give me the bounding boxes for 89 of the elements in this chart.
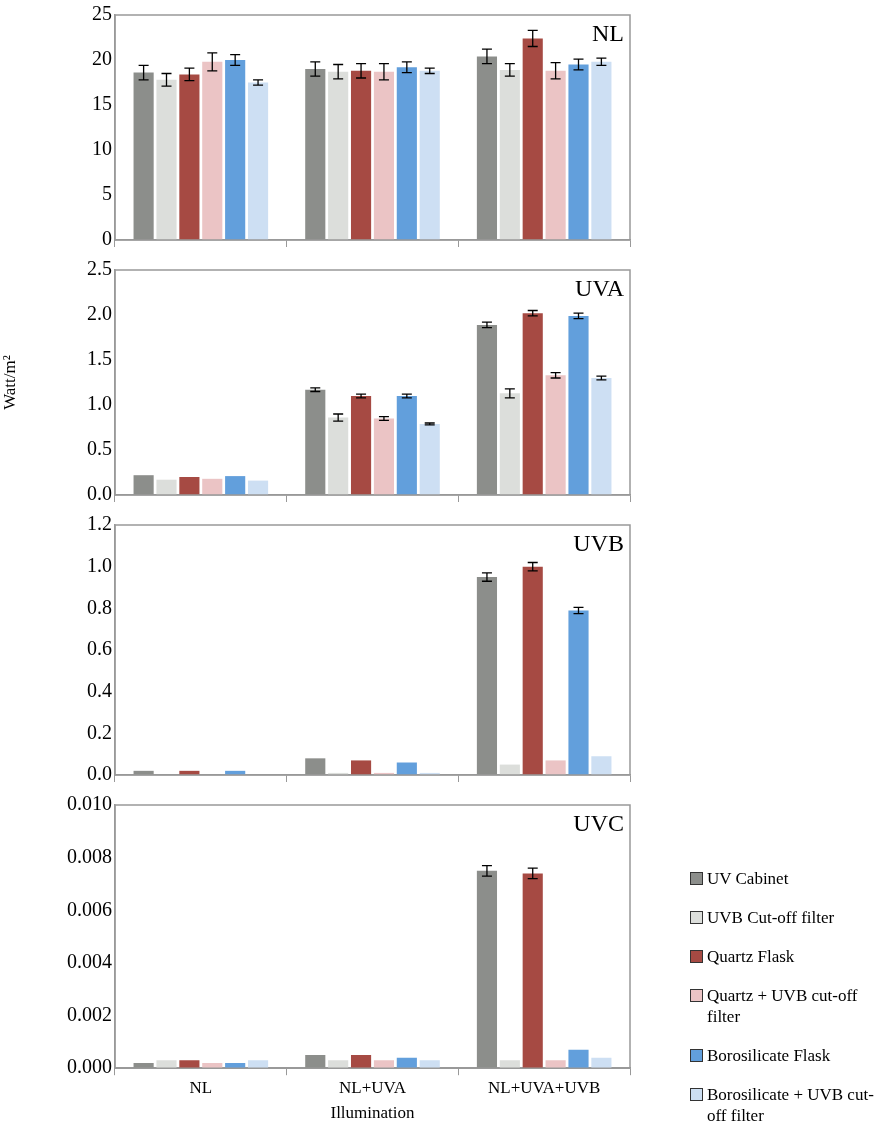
bar bbox=[499, 69, 520, 240]
bar bbox=[522, 873, 543, 1069]
bar bbox=[545, 70, 566, 240]
bar bbox=[476, 324, 498, 495]
bar bbox=[156, 79, 177, 240]
bar bbox=[568, 315, 589, 495]
bar bbox=[419, 423, 440, 495]
legend-label: Borosilicate Flask bbox=[707, 1045, 831, 1066]
bar bbox=[202, 61, 223, 240]
bar bbox=[179, 477, 200, 495]
bar bbox=[328, 71, 349, 240]
bar bbox=[568, 610, 589, 775]
y-tick-label: 2.0 bbox=[87, 302, 112, 325]
bar bbox=[328, 417, 349, 495]
x-tick-label: NL bbox=[189, 1077, 213, 1097]
y-tick-label: 0.2 bbox=[87, 720, 112, 743]
y-tick-label: 20 bbox=[92, 47, 112, 70]
y-tick-label: 0.006 bbox=[67, 897, 112, 920]
bar bbox=[133, 72, 154, 240]
bar bbox=[522, 38, 543, 240]
y-tick-label: 0.010 bbox=[67, 792, 112, 815]
bar bbox=[373, 418, 395, 495]
bar bbox=[545, 375, 566, 495]
y-tick-label: 2.5 bbox=[87, 257, 112, 280]
legend-label: UVB Cut-off filter bbox=[707, 907, 835, 928]
bar bbox=[568, 1049, 589, 1069]
y-tick-label: 0.4 bbox=[87, 678, 112, 701]
legend-label: UV Cabinet bbox=[707, 868, 789, 889]
bar bbox=[591, 61, 612, 240]
bar bbox=[591, 378, 612, 495]
legend-label: Borosilicate + UVB cut-off filter bbox=[707, 1084, 875, 1126]
bar bbox=[591, 756, 612, 775]
y-tick-label: 0.002 bbox=[67, 1002, 112, 1025]
x-axis-title: Illumination bbox=[330, 1103, 416, 1123]
bar bbox=[133, 475, 154, 495]
y-tick-label: 1.0 bbox=[87, 553, 112, 576]
bar bbox=[225, 476, 246, 495]
bar bbox=[247, 480, 269, 495]
bar bbox=[156, 1060, 177, 1069]
bar bbox=[156, 479, 177, 495]
legend-label: Quartz Flask bbox=[707, 946, 795, 967]
bar bbox=[373, 71, 395, 240]
bar bbox=[476, 56, 498, 240]
bar bbox=[350, 760, 372, 775]
bar bbox=[350, 1055, 372, 1069]
y-tick-label: 1.2 bbox=[87, 512, 112, 535]
bar bbox=[225, 60, 246, 240]
y-tick-label: 0.8 bbox=[87, 595, 112, 618]
legend-label: Quartz + UVB cut-off filter bbox=[707, 985, 859, 1027]
bar bbox=[522, 566, 543, 775]
y-tick-label: 0.008 bbox=[67, 844, 112, 867]
y-tick-label: 10 bbox=[92, 137, 112, 160]
chart-title: UVB bbox=[573, 530, 624, 557]
bar bbox=[499, 393, 520, 495]
y-tick-label: 0.6 bbox=[87, 637, 112, 660]
chart-title: UVC bbox=[573, 810, 624, 837]
bar bbox=[476, 870, 498, 1069]
x-tick-label: NL+UVA+UVB bbox=[487, 1077, 601, 1097]
bar bbox=[350, 396, 372, 495]
y-tick-label: 0.5 bbox=[87, 437, 112, 460]
bar bbox=[305, 758, 326, 775]
y-tick-label: 0.004 bbox=[67, 950, 112, 973]
chart-title: UVA bbox=[575, 275, 625, 302]
bar bbox=[396, 396, 417, 495]
y-axis-title: Watt/m² bbox=[0, 355, 19, 410]
y-tick-label: 15 bbox=[92, 92, 112, 115]
y-tick-label: 1.5 bbox=[87, 347, 112, 370]
y-tick-label: 0 bbox=[102, 227, 112, 250]
bar bbox=[305, 69, 326, 240]
y-tick-label: 0.000 bbox=[67, 1055, 112, 1078]
chart-title: NL bbox=[592, 20, 624, 47]
y-tick-label: 0.0 bbox=[87, 482, 112, 505]
bar bbox=[350, 70, 372, 240]
bar bbox=[247, 82, 269, 240]
y-tick-label: 25 bbox=[92, 2, 112, 25]
bar bbox=[179, 74, 200, 240]
bar bbox=[305, 1055, 326, 1069]
y-tick-label: 0.0 bbox=[87, 762, 112, 785]
bar bbox=[202, 478, 223, 495]
bar bbox=[476, 577, 498, 775]
x-tick-label: NL+UVA bbox=[339, 1077, 407, 1097]
bar bbox=[396, 67, 417, 240]
bar bbox=[545, 760, 566, 775]
bar bbox=[522, 313, 543, 495]
bar bbox=[568, 64, 589, 240]
y-tick-label: 5 bbox=[102, 182, 112, 205]
bar bbox=[305, 389, 326, 495]
y-tick-label: 1.0 bbox=[87, 392, 112, 415]
bar bbox=[419, 70, 440, 240]
